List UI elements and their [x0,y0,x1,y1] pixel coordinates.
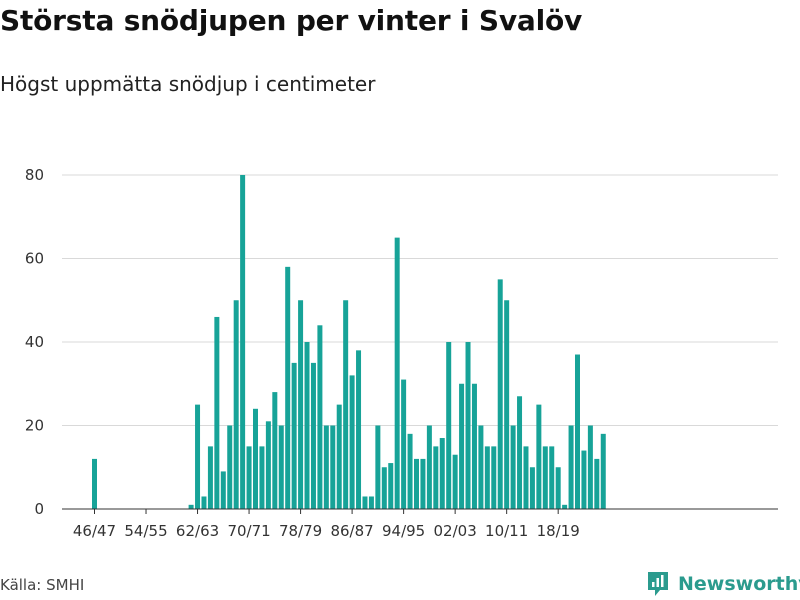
bar-64/65 [207,446,213,510]
bar-99/00 [433,446,439,510]
bar-88/89 [362,496,368,509]
bar-21/22 [575,354,580,509]
bar-20/21 [568,425,574,509]
x-tick-label: 54/55 [124,522,167,540]
bar-14/15 [529,467,535,509]
bar-05/06 [471,383,477,509]
y-tick-label: 40 [25,333,44,351]
y-tick-label: 80 [25,166,44,184]
bar-93/94 [394,237,400,510]
bar-09/10 [497,279,503,510]
bar-81/82 [317,325,323,509]
bar-25/26 [600,433,606,509]
bar-24/25 [594,458,600,509]
x-tick-label: 78/79 [279,522,322,540]
bar-76/77 [285,266,291,509]
x-axis [62,508,778,514]
x-tick-label: 86/87 [330,522,373,540]
bar-04/05 [465,342,471,509]
grid-lines [62,174,778,426]
brand-name: Newsworthy [678,573,800,595]
x-tick-label: 70/71 [227,522,270,540]
bar-19/20 [562,504,568,509]
y-axis-labels: 0 20 40 60 80 [25,166,44,518]
bar-89/90 [368,496,374,509]
bar-98/99 [426,425,432,509]
bar-66/67 [220,471,226,509]
bar-86/87 [349,375,355,509]
bar-84/85 [336,404,342,510]
bar-85/86 [343,300,349,509]
bar-91/92 [381,467,387,509]
bar-72/73 [259,446,265,510]
bar-69/70 [240,175,246,509]
bar-65/66 [214,316,220,509]
source-note: Källa: SMHI [0,576,85,594]
bar-70/71 [246,446,252,510]
chart-title: Största snödjupen per vinter i Svalöv [0,4,583,37]
bar-13/14 [523,446,529,510]
bar-67/68 [227,425,233,509]
chart-subtitle: Högst uppmätta snödjup i centimeter [0,72,376,96]
bar-97/98 [420,458,426,509]
bar-90/91 [375,425,381,509]
bar-61/62 [188,504,194,509]
y-tick-label: 60 [25,250,44,268]
bar-16/17 [542,446,548,510]
bar-10/11 [504,300,510,509]
x-tick-label: 62/63 [176,522,219,540]
bar-12/13 [517,396,523,509]
bar-63/64 [201,496,207,509]
bar-77/78 [291,362,297,510]
bars [92,175,606,510]
bar-62/63 [195,404,201,510]
bar-22/23 [581,450,587,509]
bar-78/79 [298,300,304,509]
bar-87/88 [356,350,362,509]
x-tick-label: 10/11 [485,522,528,540]
newsworthy-logo: Newsworthy [646,570,800,598]
bar-74/75 [272,392,278,509]
bar-00/01 [439,438,445,509]
bar-92/93 [388,463,394,509]
x-axis-labels: 46/47 54/55 62/63 70/71 78/79 86/87 94/95 02/03… [73,522,580,540]
bar-08/09 [491,446,497,510]
y-tick-label: 20 [25,417,44,435]
bar-83/84 [330,425,336,509]
x-tick-label: 94/95 [382,522,425,540]
y-tick-label: 0 [34,500,44,518]
bar-17/18 [549,446,555,510]
x-tick-label: 18/19 [537,522,580,540]
bar-71/72 [253,408,258,509]
bar-18/19 [555,467,561,509]
bar-07/08 [484,446,490,510]
bar-95/96 [407,433,413,509]
bar-02/03 [452,454,458,509]
bar-79/80 [304,342,310,509]
bar-06/07 [478,425,484,509]
bar-03/04 [459,383,465,509]
newsworthy-logo-icon [648,572,668,596]
bar-11/12 [510,425,516,509]
bar-80/81 [310,362,316,510]
x-tick-label: 02/03 [434,522,477,540]
bar-94/95 [401,379,407,509]
bar-68/69 [233,300,239,509]
bar-96/97 [414,458,419,509]
bar-23/24 [587,425,593,509]
bar-82/83 [323,425,329,509]
bar-01/02 [446,342,452,509]
bar-75/76 [278,425,284,509]
bar-73/74 [265,421,271,509]
bar-46/47 [92,458,97,509]
x-tick-label: 46/47 [73,522,116,540]
bar-15/16 [536,404,542,510]
